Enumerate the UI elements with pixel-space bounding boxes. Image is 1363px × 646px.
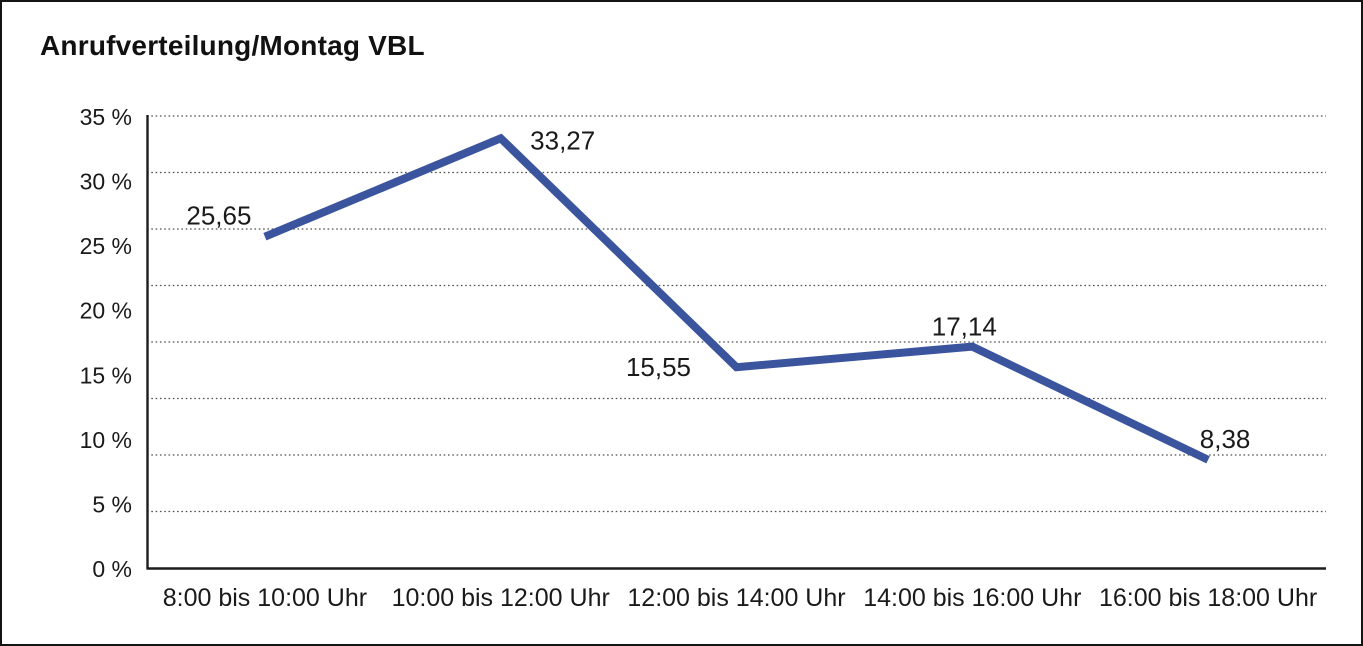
y-tick-label: 0 % [92, 556, 132, 582]
data-label: 8,38 [1200, 424, 1251, 454]
y-tick-label: 15 % [80, 362, 132, 388]
x-tick-label: 8:00 bis 10:00 Uhr [163, 584, 367, 612]
y-tick-label: 10 % [80, 427, 132, 453]
y-tick-label: 25 % [80, 233, 132, 259]
data-line [263, 133, 1210, 464]
chart-title: Anrufverteilung/Montag VBL [40, 30, 425, 61]
x-tick-label: 16:00 bis 18:00 Uhr [1099, 584, 1317, 612]
data-label: 17,14 [932, 312, 997, 342]
x-tick-label: 14:00 bis 16:00 Uhr [863, 584, 1081, 612]
data-label: 25,65 [186, 201, 251, 231]
y-tick-label: 20 % [80, 298, 132, 324]
data-label: 33,27 [530, 125, 595, 155]
x-tick-label: 10:00 bis 12:00 Uhr [392, 584, 610, 612]
data-label: 15,55 [626, 352, 691, 382]
y-tick-label: 30 % [80, 169, 132, 195]
y-tick-label: 5 % [92, 491, 132, 517]
x-tick-label: 12:00 bis 14:00 Uhr [627, 584, 845, 612]
y-tick-label: 35 % [80, 104, 132, 130]
